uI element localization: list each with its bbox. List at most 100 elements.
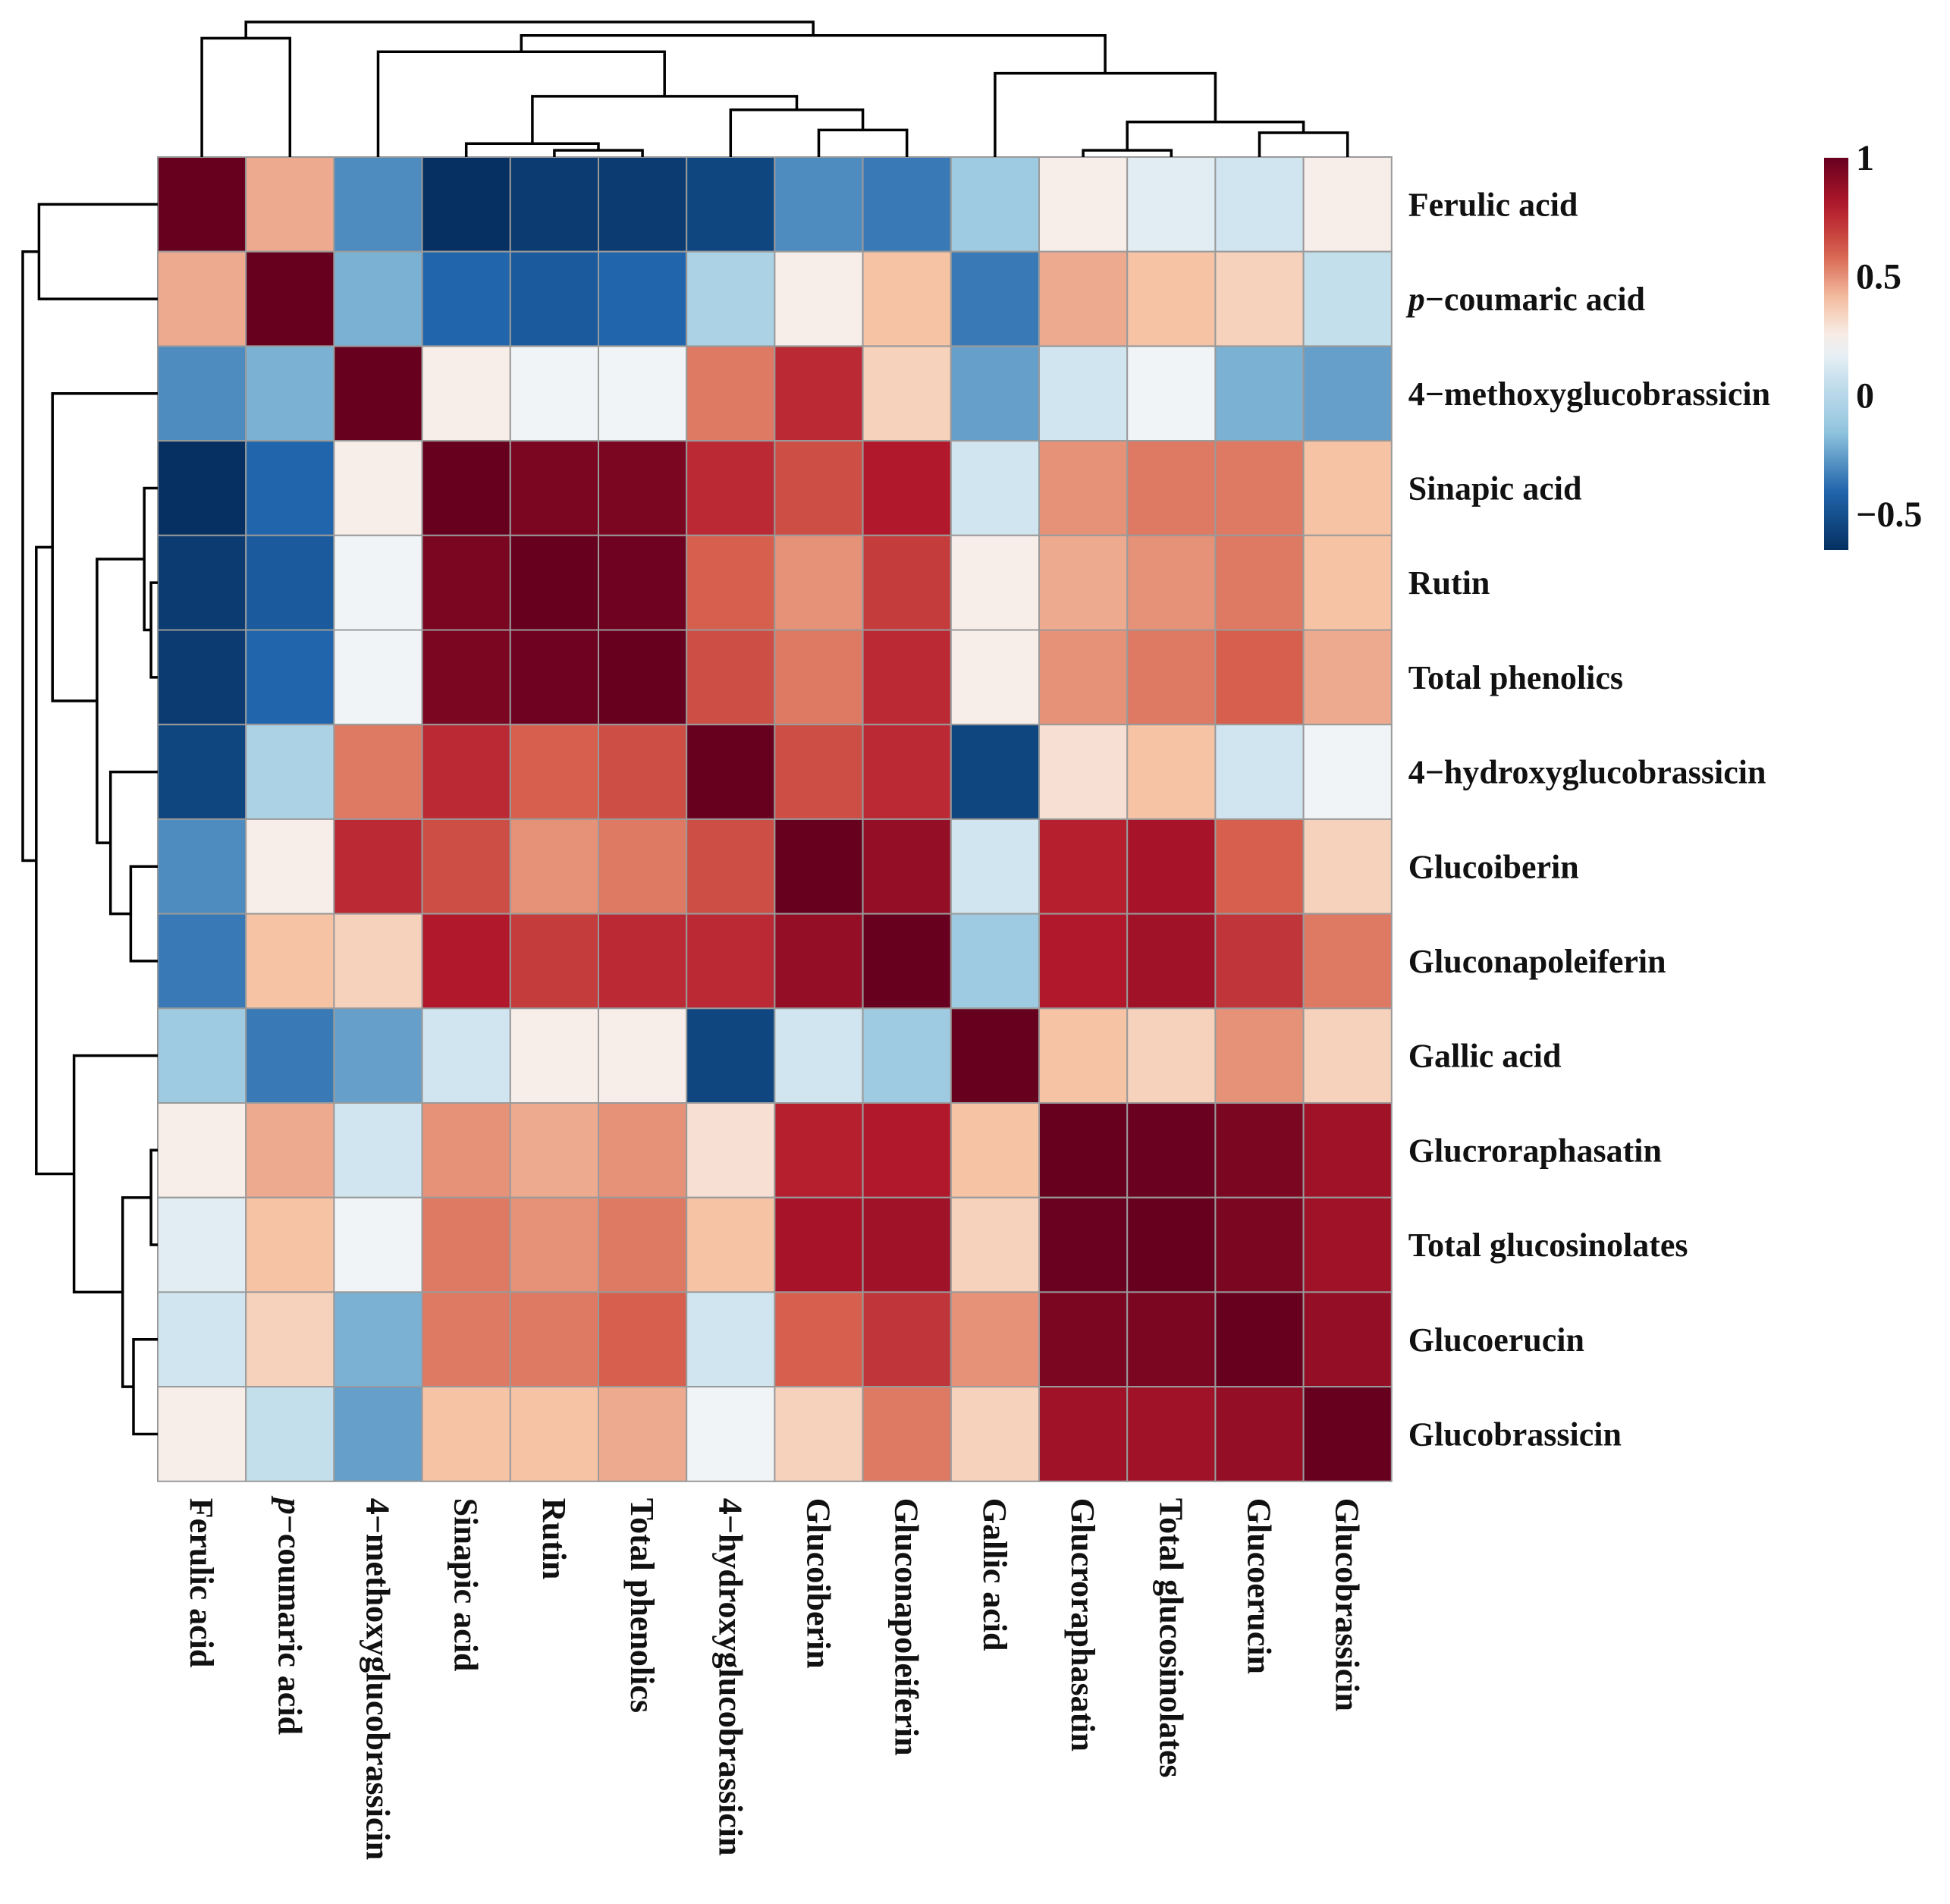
cell-ferulic-acid-x-total-glucosinolates [1126,156,1217,253]
column-dendrogram-link [244,20,815,39]
cell-sinapic-acid-x-gluconapoleiferin [862,440,952,536]
cell-p-coumaric-acid-x-glucroraphasatin [1038,250,1129,347]
cell-total-glucosinolates-x-total-phenolics [598,1196,688,1293]
cell-p-coumaric-acid-x-total-glucosinolates [1126,250,1217,347]
col-label-gallic-acid: Gallic acid [976,1498,1013,1651]
cell-gluconapoleiferin-x-ferulic-acid [157,913,247,1010]
cell-glucobrassicin-x-rutin [509,1386,599,1482]
cell-glucoerucin-x-sinapic-acid [421,1291,511,1388]
cell-4-hydroxyglucobrassicin-x-4-hydroxyglucobrassicin [686,724,776,820]
row-label-glucoiberin: Glucoiberin [1408,848,1579,885]
cell-total-glucosinolates-x-rutin [509,1196,599,1293]
row-dendrogram-link [149,1148,158,1246]
color-scale-legend: 1 0.5 0 −0.5 [1824,138,1922,550]
cell-glucoerucin-x-glucobrassicin [1302,1291,1393,1388]
col-label-ferulic-acid: Ferulic acid [183,1498,220,1668]
scale-tick-label: 1 [1856,138,1874,178]
cell-rutin-x-sinapic-acid [421,534,511,631]
cell-p-coumaric-acid-x-total-phenolics [598,250,688,347]
cell-total-glucosinolates-x-glucoiberin [774,1196,864,1293]
cell-glucoiberin-x-ferulic-acid [157,818,247,915]
cell-glucoerucin-x-4-hydroxyglucobrassicin [686,1291,776,1388]
column-dendrogram-link [1126,120,1305,151]
cell-gallic-acid-x-4-methoxyglucobrassicin [333,1007,423,1104]
cell-glucroraphasatin-x-ferulic-acid [157,1102,247,1199]
row-dendrogram-link [108,770,158,916]
row-dendrogram-link [149,581,158,679]
cell-glucroraphasatin-x-4-methoxyglucobrassicin [333,1102,423,1199]
cell-total-glucosinolates-x-gallic-acid [950,1196,1041,1293]
column-labels: Ferulic acid p−coumaric acid 4−methoxygluc… [183,1495,1366,1860]
cell-gallic-acid-x-rutin [509,1007,599,1104]
cell-gallic-acid-x-total-phenolics [598,1007,688,1104]
cell-4-methoxyglucobrassicin-x-glucroraphasatin [1038,345,1129,442]
cell-total-phenolics-x-gluconapoleiferin [862,629,952,726]
row-label-total-glucosinolates: Total glucosinolates [1408,1227,1688,1264]
cell-ferulic-acid-x-p-coumaric-acid [245,156,335,253]
row-dendrogram-link [72,1054,158,1294]
cell-p-coumaric-acid-x-p-coumaric-acid [245,250,335,347]
cell-sinapic-acid-x-glucroraphasatin [1038,440,1129,536]
cell-p-coumaric-acid-x-ferulic-acid [157,250,247,347]
cell-glucoiberin-x-sinapic-acid [421,818,511,915]
cell-gluconapoleiferin-x-gallic-acid [950,913,1041,1010]
cell-4-hydroxyglucobrassicin-x-gallic-acid [950,724,1041,820]
cell-glucoiberin-x-glucroraphasatin [1038,818,1129,915]
col-label-4-hydroxyglucobrassicin: 4−hydroxyglucobrassicin [711,1498,749,1856]
cell-ferulic-acid-x-4-hydroxyglucobrassicin [686,156,776,253]
cell-gluconapoleiferin-x-glucoiberin [774,913,864,1010]
cell-total-phenolics-x-glucoiberin [774,629,864,726]
row-label-4-hydroxyglucobrassicin: 4−hydroxyglucobrassicin [1408,754,1766,791]
row-dendrogram-link [37,203,158,300]
cell-rutin-x-p-coumaric-acid [245,534,335,631]
cell-sinapic-acid-x-4-hydroxyglucobrassicin [686,440,776,536]
row-dendrogram-link [96,558,145,844]
cell-sinapic-acid-x-rutin [509,440,599,536]
row-dendrogram-link [51,392,158,702]
cell-p-coumaric-acid-x-sinapic-acid [421,250,511,347]
cell-sinapic-acid-x-4-methoxyglucobrassicin [333,440,423,536]
cell-4-methoxyglucobrassicin-x-p-coumaric-acid [245,345,335,442]
cell-glucroraphasatin-x-4-hydroxyglucobrassicin [686,1102,776,1199]
cell-glucroraphasatin-x-total-phenolics [598,1102,688,1199]
cell-ferulic-acid-x-rutin [509,156,599,253]
cell-glucroraphasatin-x-rutin [509,1102,599,1199]
cell-rutin-x-gallic-acid [950,534,1041,631]
cell-total-phenolics-x-rutin [509,629,599,726]
cell-ferulic-acid-x-glucoerucin [1214,156,1305,253]
cell-4-methoxyglucobrassicin-x-glucobrassicin [1302,345,1393,442]
cell-glucoiberin-x-glucoiberin [774,818,864,915]
col-label-glucroraphasatin: Glucroraphasatin [1064,1498,1101,1752]
cell-glucroraphasatin-x-sinapic-acid [421,1102,511,1199]
cell-glucobrassicin-x-4-hydroxyglucobrassicin [686,1386,776,1482]
cell-gluconapoleiferin-x-gluconapoleiferin [862,913,952,1010]
cell-glucoiberin-x-p-coumaric-acid [245,818,335,915]
cell-p-coumaric-acid-x-glucoiberin [774,250,864,347]
cell-ferulic-acid-x-4-methoxyglucobrassicin [333,156,423,253]
cell-ferulic-acid-x-gallic-acid [950,156,1041,253]
cell-total-glucosinolates-x-glucoerucin [1214,1196,1305,1293]
cell-total-glucosinolates-x-sinapic-acid [421,1196,511,1293]
cell-glucoiberin-x-rutin [509,818,599,915]
row-dendrogram-link [35,545,74,1176]
cell-p-coumaric-acid-x-4-methoxyglucobrassicin [333,250,423,347]
cell-glucoiberin-x-gluconapoleiferin [862,818,952,915]
cell-glucoerucin-x-total-glucosinolates [1126,1291,1217,1388]
cell-rutin-x-rutin [509,534,599,631]
cell-glucobrassicin-x-total-glucosinolates [1126,1386,1217,1482]
col-label-sinapic-acid: Sinapic acid [447,1498,485,1672]
cell-total-phenolics-x-glucobrassicin [1302,629,1393,726]
cell-p-coumaric-acid-x-gallic-acid [950,250,1041,347]
cell-glucroraphasatin-x-gluconapoleiferin [862,1102,952,1199]
color-scale-bar [1824,158,1848,550]
cell-glucobrassicin-x-glucoerucin [1214,1386,1305,1482]
cell-ferulic-acid-x-gluconapoleiferin [862,156,952,253]
column-dendrogram [200,20,1349,157]
cell-gallic-acid-x-gallic-acid [950,1007,1041,1104]
cell-gallic-acid-x-ferulic-acid [157,1007,247,1104]
cell-4-methoxyglucobrassicin-x-total-phenolics [598,345,688,442]
cell-ferulic-acid-x-glucobrassicin [1302,156,1393,253]
cell-p-coumaric-acid-x-4-hydroxyglucobrassicin [686,250,776,347]
col-label-total-glucosinolates: Total glucosinolates [1152,1498,1189,1778]
cell-sinapic-acid-x-ferulic-acid [157,440,247,536]
